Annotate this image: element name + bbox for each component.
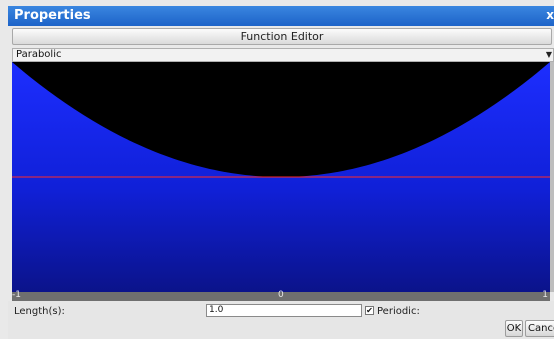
periodic-label: Periodic: [377, 306, 420, 317]
graph-scrollbar[interactable] [550, 62, 554, 292]
function-editor-button[interactable]: Function Editor [12, 28, 552, 45]
x-tick-label: -1 [12, 290, 21, 300]
curve-black-region [12, 62, 550, 177]
length-label: Length(s): [14, 306, 65, 317]
x-axis-strip: -1 0 1 [12, 290, 550, 301]
function-type-value: Parabolic [16, 49, 62, 60]
title-bar[interactable]: Properties x [8, 6, 554, 26]
x-tick-label: 0 [278, 290, 284, 300]
chevron-down-icon[interactable]: ▼ [545, 50, 552, 59]
function-type-select[interactable]: Parabolic ▼ [12, 48, 554, 62]
window-title: Properties [14, 8, 91, 23]
ok-button[interactable]: OK [505, 320, 523, 337]
function-graph-canvas[interactable] [12, 62, 550, 292]
settings-panel: Length(s): 1.0 ✔ Periodic: OK Cancel [8, 301, 554, 339]
function-graph[interactable] [12, 62, 550, 292]
periodic-checkbox[interactable]: ✔ [365, 306, 374, 315]
x-tick-label: 1 [542, 290, 548, 300]
cancel-button[interactable]: Cancel [525, 320, 554, 337]
length-input[interactable]: 1.0 [206, 304, 362, 317]
close-icon[interactable]: x [546, 8, 554, 22]
